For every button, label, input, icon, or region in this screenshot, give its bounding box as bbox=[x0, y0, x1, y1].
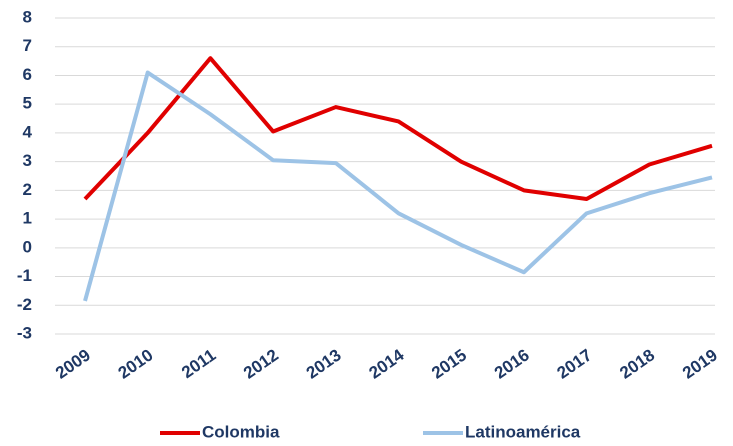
x-tick-label: 2013 bbox=[303, 345, 345, 382]
legend-label: Colombia bbox=[202, 422, 280, 441]
y-tick-label: 2 bbox=[23, 180, 32, 199]
y-tick-label: 6 bbox=[23, 65, 32, 84]
x-tick-label: 2014 bbox=[365, 345, 407, 383]
y-tick-label: 5 bbox=[23, 94, 32, 113]
y-tick-label: 7 bbox=[23, 36, 32, 55]
series-line bbox=[83, 70, 713, 302]
x-tick-label: 2019 bbox=[679, 345, 721, 382]
x-tick-label: 2017 bbox=[554, 345, 596, 382]
x-tick-label: 2016 bbox=[491, 345, 533, 382]
y-tick-label: -3 bbox=[17, 323, 32, 342]
y-tick-label: 8 bbox=[23, 7, 32, 26]
y-tick-label: 3 bbox=[23, 151, 32, 170]
x-tick-label: 2015 bbox=[428, 345, 470, 382]
y-tick-label: 1 bbox=[23, 209, 32, 228]
x-tick-label: 2010 bbox=[115, 345, 157, 382]
x-tick-label: 2009 bbox=[52, 345, 94, 382]
y-tick-label: 0 bbox=[23, 237, 32, 256]
y-tick-label: -2 bbox=[17, 295, 32, 314]
y-tick-label: 4 bbox=[23, 122, 33, 141]
y-tick-label: -1 bbox=[17, 266, 32, 285]
legend-label: Latinoamérica bbox=[465, 422, 581, 441]
x-tick-label: 2011 bbox=[178, 345, 219, 382]
x-tick-label: 2018 bbox=[616, 345, 658, 382]
x-tick-label: 2012 bbox=[240, 345, 282, 382]
series-line bbox=[83, 56, 713, 201]
